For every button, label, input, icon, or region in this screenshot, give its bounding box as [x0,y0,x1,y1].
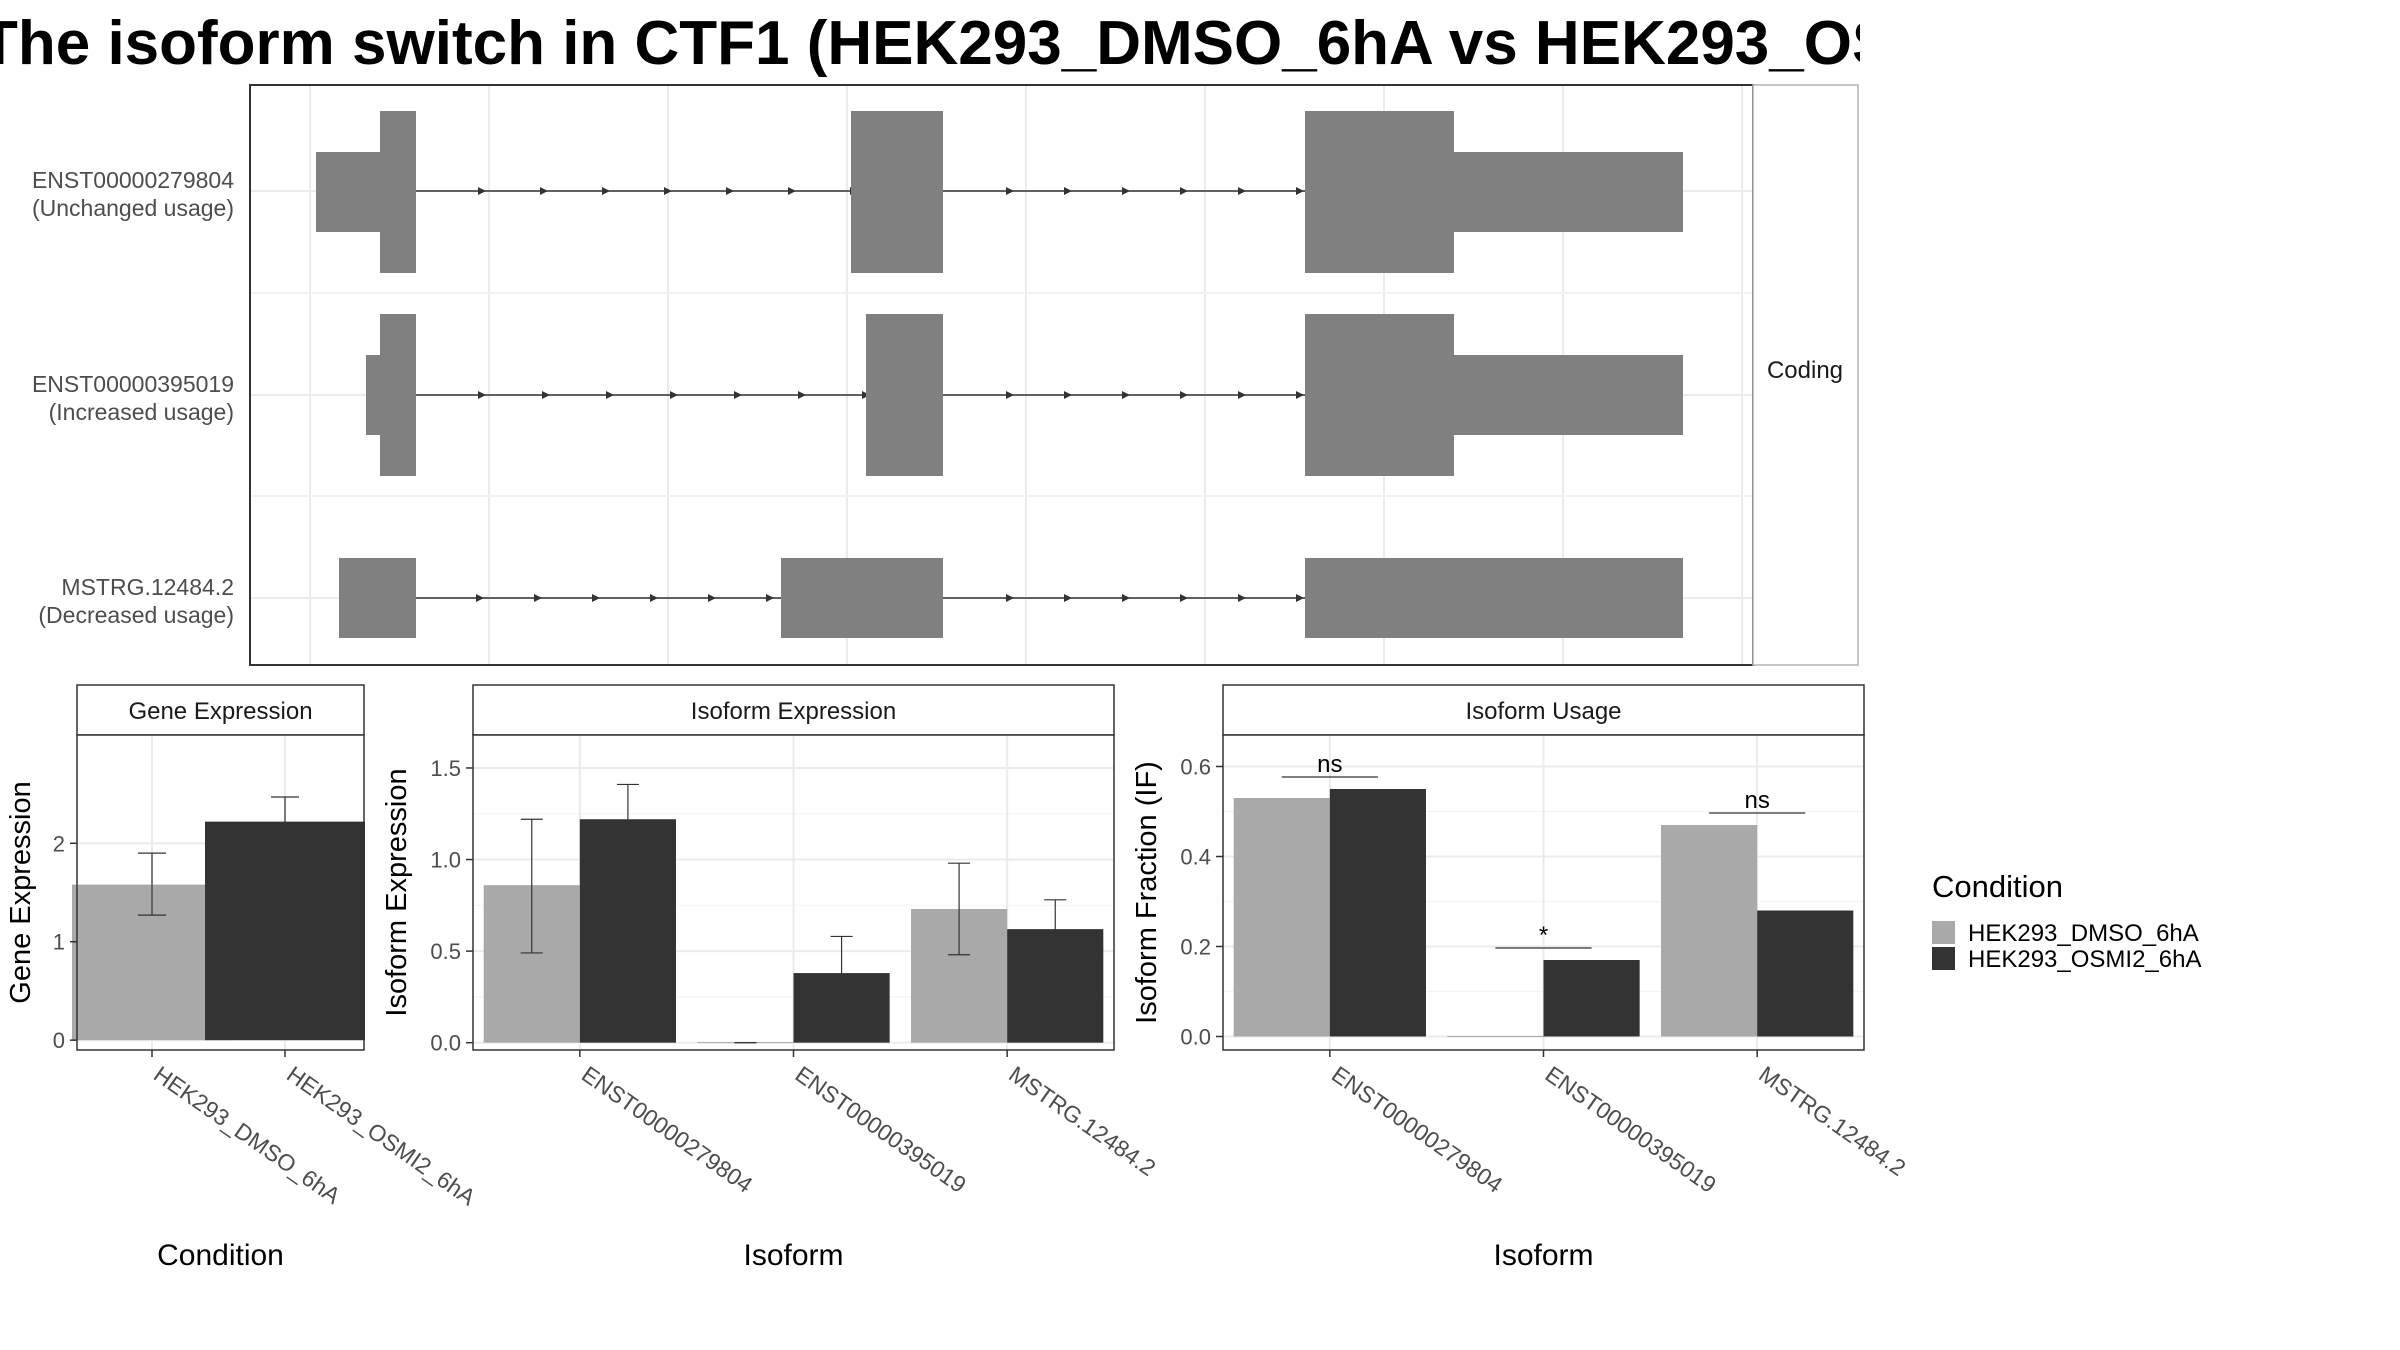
transcript-label-1-id: ENST00000279804 [32,167,234,193]
x-tick-label: MSTRG.12484.2 [1754,1061,1910,1181]
legend-swatch-dmso [1932,921,1955,944]
y-tick-label: 0.0 [430,1031,461,1056]
exon-blocks [366,314,1683,476]
y-tick-label: 1.5 [430,756,461,781]
y-tick-label: 0 [53,1028,65,1053]
bar-hek293-osmi2-6ha [1543,960,1640,1037]
bar-hek293-osmi2-6ha [205,821,365,1041]
transcript-model-3 [339,558,1683,638]
transcript-label-2-usage: (Increased usage) [49,399,234,425]
bar-hek293-osmi2-6ha [1757,910,1854,1037]
x-tick-label: ENST00000279804 [1327,1061,1508,1198]
panel-strip [1222,684,1865,736]
transcript-model-1 [316,111,1683,273]
x-tick-label: ENST00000395019 [1541,1061,1721,1198]
legend: Condition HEK293_DMSO_6hA HEK293_OSMI2_6… [1932,869,2201,973]
panel-strip-label: Isoform Expression [691,698,896,725]
panel-strip [472,684,1115,736]
y-axis-title: Isoform Expression [381,768,413,1016]
x-tick-label: MSTRG.12484.2 [1004,1061,1160,1181]
bar-hek293-osmi2-6ha [579,819,676,1043]
x-tick-label: ENST00000395019 [791,1061,971,1198]
y-axis-title: Gene Expression [5,781,37,1003]
transcript-label-2-id: ENST00000395019 [32,371,234,397]
legend-swatch-osmi2 [1932,947,1955,970]
x-axis-title: Condition [157,1239,284,1272]
legend-title: Condition [1932,869,2063,904]
exon-blocks [316,111,1683,273]
exon-blocks [339,558,1683,638]
significance-label: * [1539,922,1548,949]
transcript-structure-panel: Coding [32,84,1859,666]
y-tick-label: 0.2 [1180,935,1211,960]
intron-arrows [478,391,1304,399]
bar-hek293-dmso-6ha [1661,825,1758,1037]
panel-strip-label: Gene Expression [128,698,312,725]
plot-border [76,734,365,1051]
transcript-label-3-id: MSTRG.12484.2 [61,574,234,600]
legend-label-dmso: HEK293_DMSO_6hA [1968,920,2199,947]
legend-label-osmi2: HEK293_OSMI2_6hA [1968,946,2201,973]
strip-label-coding: Coding [1767,357,1843,384]
bar-hek293-dmso-6ha [1233,798,1330,1037]
x-axis-title: Isoform [1493,1239,1593,1272]
significance-label: ns [1744,787,1769,814]
y-tick-label: 0.6 [1180,755,1211,780]
y-tick-label: 1 [53,930,65,955]
y-tick-label: 0.5 [430,939,461,964]
y-tick-label: 2 [53,831,65,856]
transcript-model-2 [366,314,1683,476]
significance-label: ns [1317,751,1342,778]
transcript-label-3-usage: (Decreased usage) [38,602,234,628]
chart-title: The isoform switch in CTF1 (HEK293_DMSO_… [0,9,1860,78]
isoform-usage-panel: Isoform Usage ns * ns 0.0 0.2 0.4 0.6 ENST000002… [1131,684,1911,1272]
intron-arrows [476,594,1304,602]
panel-strip-label: Isoform Usage [1465,698,1621,725]
y-tick-label: 0.4 [1180,845,1211,870]
transcript-labels: ENST00000279804 (Unchanged usage) ENST00… [32,167,234,628]
bar-hek293-osmi2-6ha [1329,789,1426,1037]
y-tick-label: 1.0 [430,848,461,873]
x-axis-title: Isoform [743,1239,843,1272]
transcript-label-1-usage: (Unchanged usage) [32,195,234,221]
x-tick-label: ENST00000279804 [577,1061,758,1198]
y-tick-label: 0.0 [1180,1025,1211,1050]
y-axis-title: Isoform Fraction (IF) [1131,761,1163,1024]
isoform-expression-panel: Isoform Expression 0.0 0.5 1.0 1.5 ENST000002… [381,684,1161,1272]
panel-strip [76,684,365,736]
